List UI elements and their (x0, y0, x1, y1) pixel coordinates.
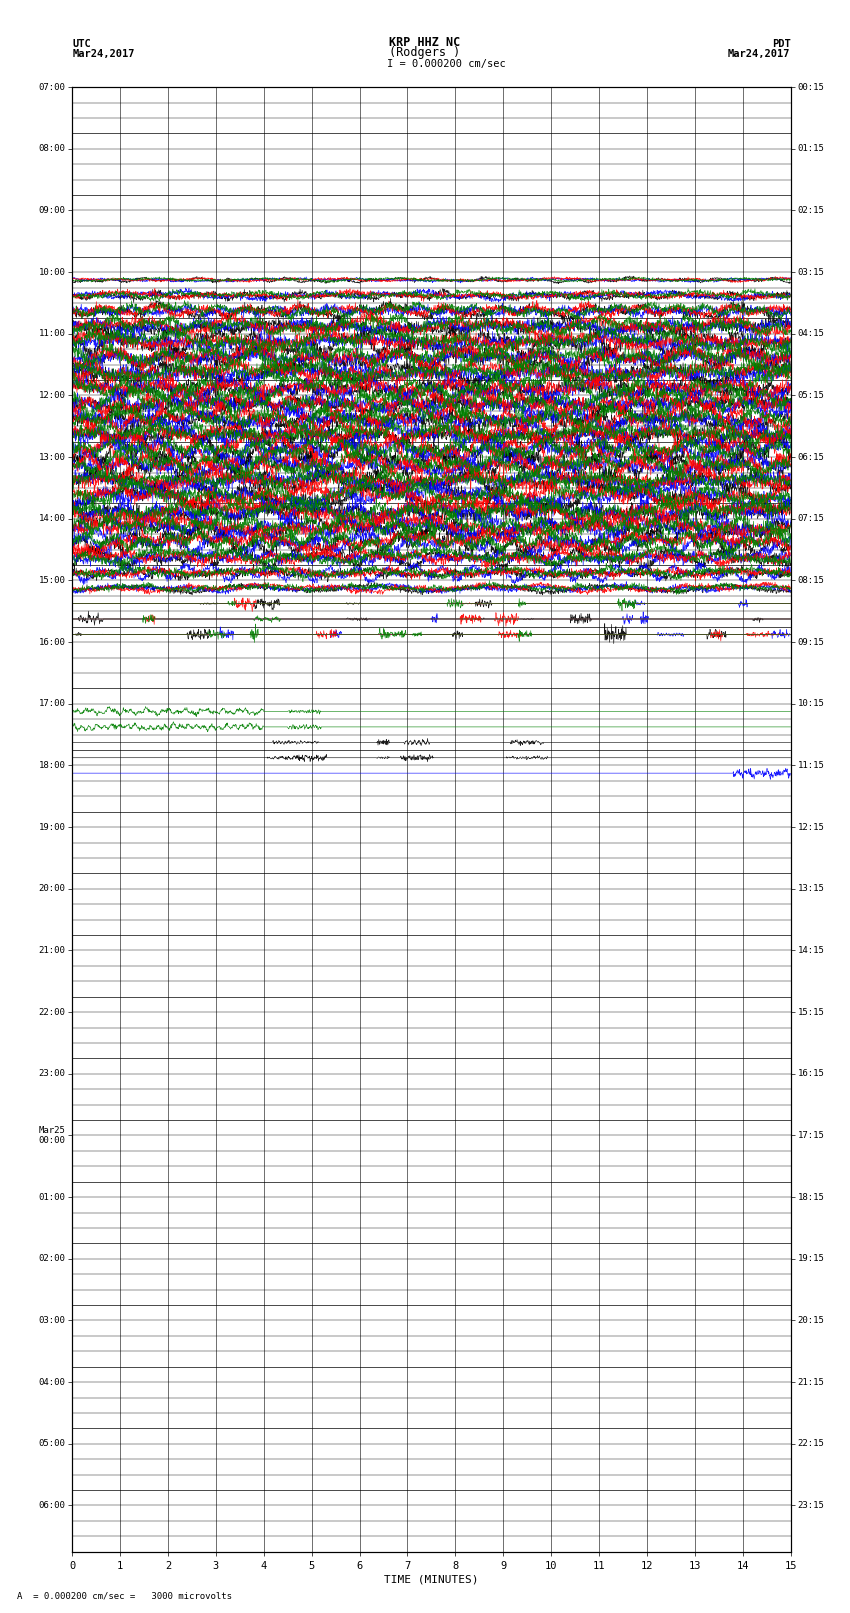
Text: Mar24,2017: Mar24,2017 (728, 48, 791, 58)
Text: KRP HHZ NC: KRP HHZ NC (389, 35, 461, 50)
Text: Mar24,2017: Mar24,2017 (72, 48, 135, 58)
Text: I = 0.000200 cm/sec: I = 0.000200 cm/sec (387, 58, 506, 69)
Text: UTC: UTC (72, 39, 91, 50)
Text: A  = 0.000200 cm/sec =   3000 microvolts: A = 0.000200 cm/sec = 3000 microvolts (17, 1590, 232, 1600)
X-axis label: TIME (MINUTES): TIME (MINUTES) (384, 1574, 479, 1586)
Text: PDT: PDT (772, 39, 791, 50)
Text: (Rodgers ): (Rodgers ) (389, 45, 461, 58)
